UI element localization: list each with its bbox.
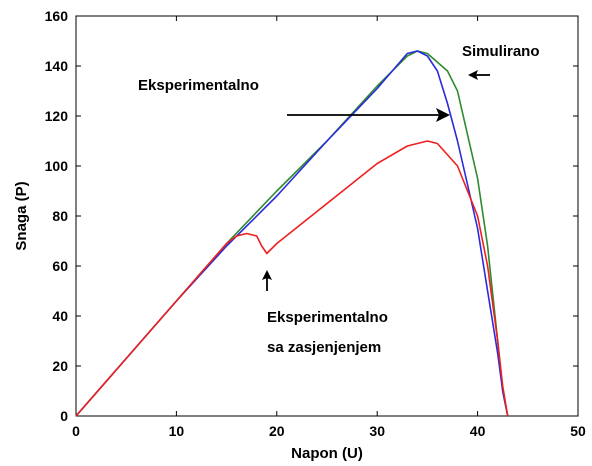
series-line-1 bbox=[75, 50, 509, 417]
x-tick-label: 40 bbox=[470, 423, 486, 439]
y-axis-ticks: 0 20 40 60 80 100 120 140 160 bbox=[45, 8, 578, 424]
x-tick-label: 20 bbox=[269, 423, 285, 439]
annotation-simulated: Simulirano bbox=[462, 43, 540, 60]
x-tick-label: 50 bbox=[570, 423, 586, 439]
y-tick-label: 60 bbox=[52, 258, 68, 274]
annotation-shaded-line2: sa zasjenjenjem bbox=[267, 339, 381, 356]
y-tick-label: 160 bbox=[45, 8, 69, 24]
x-tick-label: 0 bbox=[72, 423, 80, 439]
x-axis-ticks: 0 10 20 30 40 50 bbox=[72, 16, 586, 439]
x-tick-label: 30 bbox=[369, 423, 385, 439]
y-tick-label: 140 bbox=[45, 58, 69, 74]
y-tick-label: 40 bbox=[52, 308, 68, 324]
annotation-shaded-line1: Eksperimentalno bbox=[267, 309, 388, 326]
y-tick-label: 20 bbox=[52, 358, 68, 374]
annotation-experimental: Eksperimentalno bbox=[138, 77, 259, 94]
y-tick-label: 100 bbox=[45, 158, 69, 174]
x-axis-label: Napon (U) bbox=[291, 445, 363, 462]
series-lines bbox=[75, 50, 509, 417]
y-tick-label: 0 bbox=[60, 408, 68, 424]
arrowhead-experimental bbox=[436, 108, 450, 122]
series-line-2 bbox=[75, 140, 509, 417]
y-tick-label: 80 bbox=[52, 208, 68, 224]
y-tick-label: 120 bbox=[45, 108, 69, 124]
plot-area bbox=[75, 15, 579, 417]
arrowhead-simulated bbox=[468, 70, 478, 80]
x-tick-label: 10 bbox=[169, 423, 185, 439]
y-axis-label: Snaga (P) bbox=[13, 181, 30, 250]
arrowhead-shaded bbox=[262, 270, 272, 280]
